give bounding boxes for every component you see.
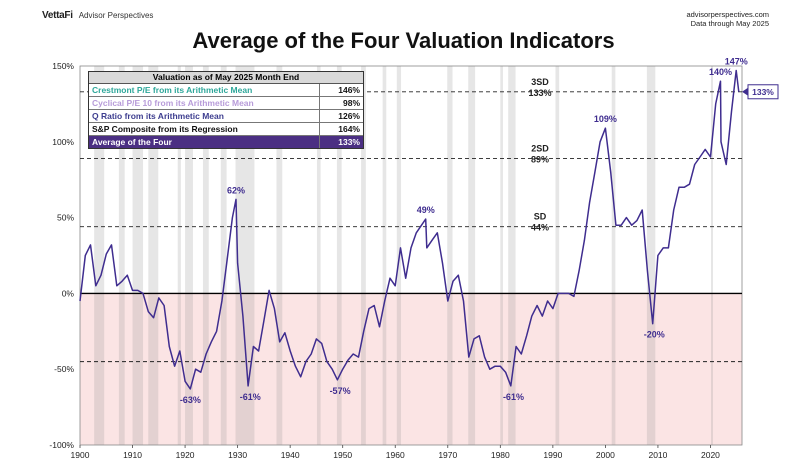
recession-band — [276, 66, 283, 445]
brand-logo: VettaFi Advisor Perspectives — [42, 10, 153, 21]
plot-border — [79, 65, 743, 446]
data-label: -20% — [644, 330, 665, 340]
y-tick-label: 0% — [62, 288, 75, 298]
data-label: -61% — [240, 392, 261, 402]
recession-band — [185, 66, 193, 445]
recession-band — [148, 66, 159, 445]
source-note: advisorperspectives.com Data through May… — [686, 10, 769, 28]
recession-band — [382, 66, 387, 445]
x-tick-label: 1950 — [333, 450, 352, 460]
recession-band — [94, 66, 105, 445]
recession-band — [711, 66, 714, 445]
x-tick-label: 1930 — [228, 450, 247, 460]
source-url: advisorperspectives.com — [686, 10, 769, 19]
table-row-label: Cyclical P/E 10 from its Arithmetic Mean — [89, 97, 320, 109]
sd-label: 2SD — [531, 143, 549, 153]
data-label: 147% — [725, 57, 748, 67]
sd-label: 3SD — [531, 77, 549, 87]
valuation-table: Valuation as of May 2025 Month End Crest… — [88, 71, 364, 149]
y-tick-label: 100% — [52, 137, 74, 147]
data-label: -57% — [330, 386, 351, 396]
data-label: 49% — [417, 205, 435, 215]
table-row: Average of the Four 133% — [89, 136, 363, 148]
table-row: S&P Composite from its Regression 164% — [89, 123, 363, 136]
recession-band — [220, 66, 227, 445]
sd-label: SD — [534, 212, 547, 222]
table-row-label: Average of the Four — [89, 136, 320, 148]
table-row-value: 164% — [338, 124, 360, 134]
x-tick-label: 1900 — [71, 450, 90, 460]
recession-band — [177, 66, 181, 445]
x-tick-label: 1970 — [438, 450, 457, 460]
x-tick-label: 2000 — [596, 450, 615, 460]
recession-band — [361, 66, 366, 445]
current-value-label: 133% — [752, 87, 774, 97]
x-tick-label: 1940 — [281, 450, 300, 460]
recession-band — [646, 66, 656, 445]
y-tick-label: 150% — [52, 61, 74, 71]
recession-band — [611, 66, 616, 445]
brand-subtitle: Advisor Perspectives — [78, 11, 154, 20]
x-tick-label: 1910 — [123, 450, 142, 460]
table-row: Cyclical P/E 10 from its Arithmetic Mean… — [89, 97, 363, 110]
table-row-value: 133% — [338, 137, 360, 147]
recession-band — [336, 66, 342, 445]
sd-value-label: 89% — [531, 154, 549, 164]
recession-band — [468, 66, 476, 445]
table-row: Q Ratio from its Arithmetic Mean 126% — [89, 110, 363, 123]
table-row-label: Q Ratio from its Arithmetic Mean — [89, 110, 320, 122]
table-row-value: 146% — [338, 85, 360, 95]
recession-band — [316, 66, 321, 445]
recession-band — [508, 66, 516, 445]
data-label: 140% — [709, 67, 732, 77]
recession-band — [118, 66, 125, 445]
data-through: Data through May 2025 — [690, 19, 769, 28]
sd-value-label: 44% — [531, 223, 549, 233]
brand-name: VettaFi — [42, 10, 73, 21]
x-tick-label: 1960 — [386, 450, 405, 460]
chart-title: Average of the Four Valuation Indicators — [192, 28, 615, 53]
current-value-pointer — [742, 87, 748, 96]
table-header: Valuation as of May 2025 Month End — [89, 72, 363, 84]
y-tick-label: -100% — [49, 440, 74, 450]
y-tick-label: 50% — [57, 213, 74, 223]
negative-zone — [80, 293, 742, 445]
table-row-value: 126% — [338, 111, 360, 121]
sd-value-label: 133% — [528, 88, 551, 98]
recession-band — [235, 66, 255, 445]
x-tick-label: 1990 — [543, 450, 562, 460]
table-row-label: S&P Composite from its Regression — [89, 123, 320, 135]
table-row-value: 98% — [342, 98, 360, 108]
y-tick-label: -50% — [54, 364, 74, 374]
recession-band — [202, 66, 209, 445]
recession-band — [132, 66, 144, 445]
table-row-label: Crestmont P/E from its Arithmetic Mean — [89, 84, 320, 96]
recession-band — [555, 66, 560, 445]
x-tick-label: 2010 — [648, 450, 667, 460]
recession-band — [500, 66, 503, 445]
x-tick-label: 2020 — [701, 450, 720, 460]
data-label: -61% — [503, 392, 524, 402]
recession-band — [447, 66, 453, 445]
x-tick-label: 1980 — [491, 450, 510, 460]
table-row: Crestmont P/E from its Arithmetic Mean 14… — [89, 84, 363, 97]
x-tick-label: 1920 — [176, 450, 195, 460]
data-label: 62% — [227, 185, 245, 195]
data-label: -63% — [180, 395, 201, 405]
average-line — [79, 69, 740, 390]
data-label: 109% — [594, 114, 617, 124]
